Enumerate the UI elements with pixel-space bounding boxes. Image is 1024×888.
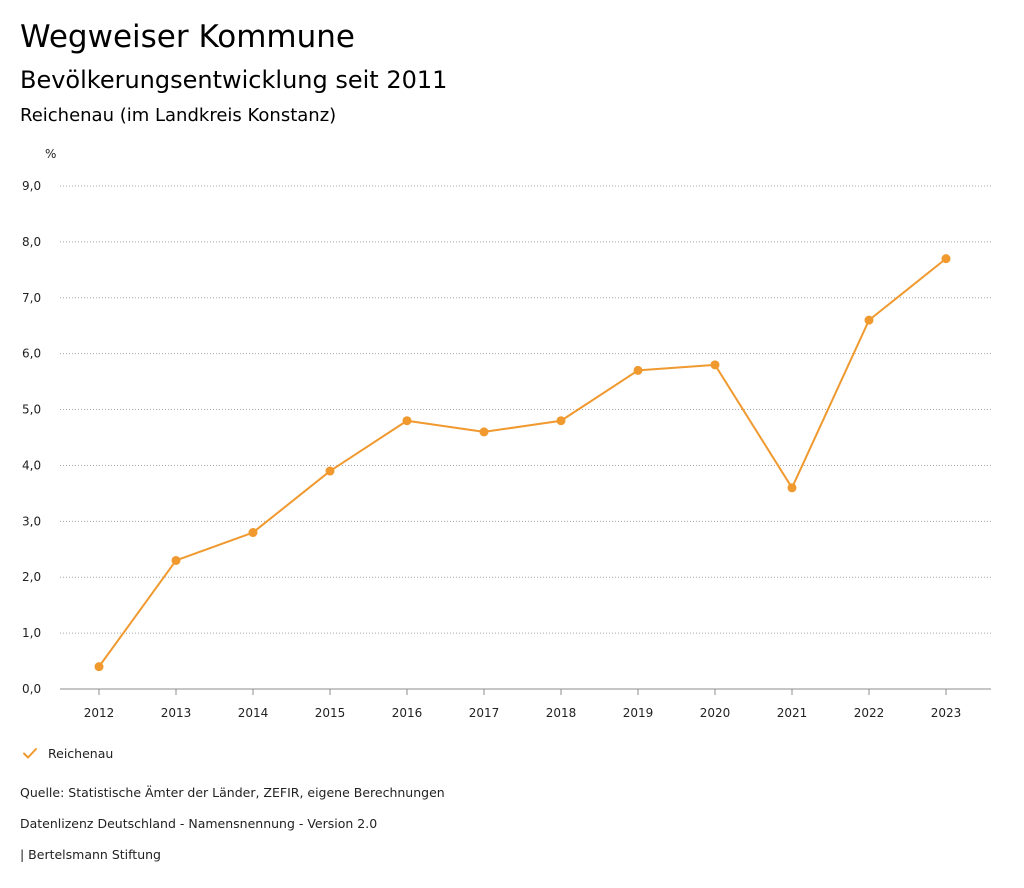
data-point[interactable]	[710, 360, 720, 370]
data-point[interactable]	[633, 365, 643, 375]
x-tick-label: 2014	[238, 706, 269, 720]
x-tick-label: 2013	[161, 706, 192, 720]
publisher-note: | Bertelsmann Stiftung	[20, 847, 161, 862]
x-tick-label: 2020	[700, 706, 731, 720]
y-axis-unit-label: %	[45, 147, 56, 161]
y-tick-label: 2,0	[22, 570, 41, 584]
x-tick-label: 2016	[392, 706, 423, 720]
y-tick-label: 8,0	[22, 235, 41, 249]
data-point[interactable]	[248, 528, 258, 538]
line-chart: % 0,0 1,0 2,0 3,0 4,0 5,0 6,0 7,0 8,0 9,0 2012 2013 2…	[22, 147, 991, 720]
y-tick-label: 0,0	[22, 682, 41, 696]
data-point[interactable]	[787, 483, 797, 493]
y-tick-label: 5,0	[22, 403, 41, 417]
data-point[interactable]	[864, 315, 874, 325]
y-tick-label: 7,0	[22, 291, 41, 305]
data-point[interactable]	[94, 662, 104, 672]
data-point[interactable]	[479, 427, 489, 437]
x-tick-label: 2017	[469, 706, 500, 720]
x-tick-label: 2021	[777, 706, 808, 720]
data-point[interactable]	[941, 254, 951, 264]
x-tick-label: 2012	[84, 706, 115, 720]
source-note: Quelle: Statistische Ämter der Länder, Z…	[20, 785, 445, 800]
data-point[interactable]	[171, 555, 181, 565]
region-label: Reichenau (im Landkreis Konstanz)	[20, 105, 337, 126]
data-point[interactable]	[325, 466, 335, 476]
y-tick-label: 6,0	[22, 347, 41, 361]
x-tick-label: 2022	[854, 706, 885, 720]
x-tick-label: 2015	[315, 706, 346, 720]
legend-item-reichenau[interactable]: Reichenau	[22, 745, 113, 761]
y-tick-label: 4,0	[22, 458, 41, 472]
x-tick-label: 2023	[931, 706, 962, 720]
y-tick-label: 9,0	[22, 179, 41, 193]
y-tick-label: 1,0	[22, 626, 41, 640]
checkmark-icon	[23, 748, 37, 759]
data-point[interactable]	[402, 416, 412, 426]
legend-label: Reichenau	[48, 745, 114, 761]
chart-subtitle: Bevölkerungsentwicklung seit 2011	[20, 66, 448, 94]
license-note: Datenlizenz Deutschland - Namensnennung …	[20, 816, 378, 831]
series-line-reichenau	[98, 257, 947, 668]
y-tick-label: 3,0	[22, 514, 41, 528]
data-point[interactable]	[556, 416, 566, 426]
x-tick-label: 2018	[546, 706, 577, 720]
page-title: Wegweiser Kommune	[20, 19, 355, 55]
x-tick-label: 2019	[623, 706, 654, 720]
